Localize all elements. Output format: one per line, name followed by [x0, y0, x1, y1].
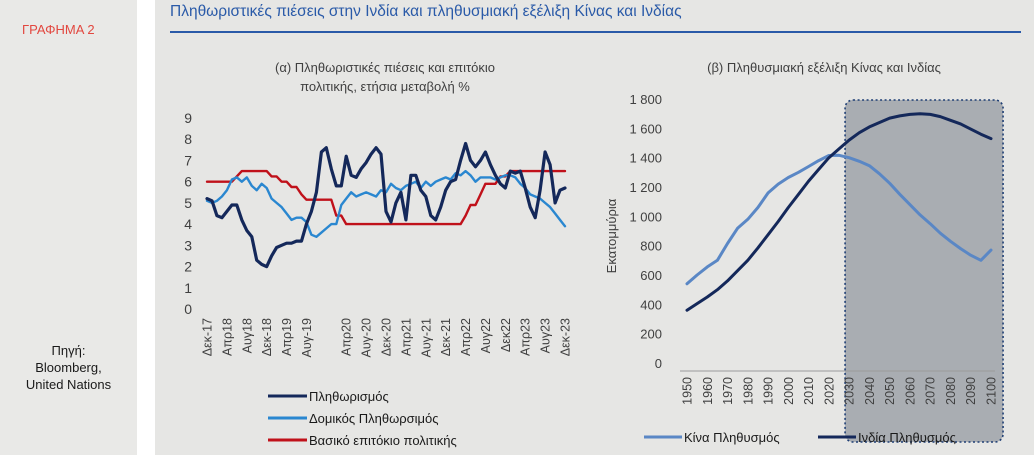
chart-a-x-tick-label: Απρ19 [280, 318, 294, 356]
chart-b-y-axis-label: Εκατομμύρια [604, 198, 619, 273]
chart-a-x-tick-label: Απρ18 [220, 318, 234, 356]
chart-a-title-line-1: (α) Πληθωριστικές πιέσεις και επιτόκιο [275, 60, 495, 75]
chart-b-y-tick-label: 400 [640, 297, 662, 312]
figure-label: ΓΡΑΦΗΜΑ 2 [22, 22, 95, 37]
chart-b-x-tick-label: 2000 [782, 377, 796, 405]
chart-b-y-tick-label: 200 [640, 327, 662, 342]
title-rule [170, 31, 1021, 33]
chart-b-series-line [685, 112, 993, 312]
chart-b-x-tick-label: 2070 [924, 377, 938, 405]
chart-b-x-tick-label: 1980 [741, 377, 755, 405]
chart-a-x-tick-label: Δεκ-18 [260, 318, 274, 356]
chart-b-x-tick-label: 2030 [843, 377, 857, 405]
chart-b-x-tick-label: 1950 [681, 377, 695, 405]
chart-b-y-tick-label: 0 [655, 356, 662, 371]
chart-a-x-tick-label: Δεκ22 [499, 318, 513, 352]
chart-a-x-tick-label: Απρ23 [519, 318, 533, 356]
chart-b-y-tick-label: 600 [640, 268, 662, 283]
source-line-3: United Nations [25, 377, 112, 392]
chart-b-y-tick-label: 1 800 [629, 92, 662, 107]
chart-a-x-tick-label: Απρ21 [399, 318, 413, 356]
chart-b-y-tick-label: 800 [640, 239, 662, 254]
chart-b: (β) Πληθυσμιακή εξέλιξη Κίνας και Ινδίας… [604, 60, 1004, 445]
chart-b-y-tick-label: 1 000 [629, 209, 662, 224]
chart-a-x-tick-label: Αυγ23 [539, 318, 553, 353]
chart-a-y-tick-label: 1 [184, 280, 192, 296]
chart-a-legend-label: Βασικό επιτόκιο πολιτικής [309, 433, 457, 448]
chart-a-y-tick-label: 6 [184, 174, 192, 190]
chart-a-y-tick-label: 3 [184, 237, 192, 253]
chart-b-x-tick-label: 1970 [721, 377, 735, 405]
chart-b-x-axis: 1950 1960 1970 1980 1990 2000 2010 2020 2030 2040… [681, 377, 999, 405]
chart-b-y-tick-label: 1 600 [629, 121, 662, 136]
chart-b-x-tick-label: 2010 [802, 377, 816, 405]
source-line-2: Bloomberg, [35, 360, 102, 375]
chart-a-x-tick-label: Δεκ-21 [439, 318, 453, 356]
chart-a-legend-label: Δομικός Πληθωρσιμός [309, 411, 439, 426]
chart-b-x-tick-label: 2060 [903, 377, 917, 405]
chart-a-y-tick-label: 0 [184, 301, 192, 317]
chart-b-y-tick-label: 1 200 [629, 180, 662, 195]
chart-a-series-line [205, 141, 567, 269]
chart-a-y-tick-label: 5 [184, 195, 192, 211]
chart-a-plot-area [205, 141, 567, 269]
chart-a-y-tick-label: 9 [184, 110, 192, 126]
chart-a-x-tick-label: Αυγ18 [240, 318, 254, 353]
chart-b-x-tick-label: 2080 [944, 377, 958, 405]
chart-a-x-tick-label: Απρ20 [340, 318, 354, 356]
chart-b-title: (β) Πληθυσμιακή εξέλιξη Κίνας και Ινδίας [707, 60, 941, 75]
chart-a-x-axis: Δεκ-17 Απρ18 Αυγ18 Δεκ-18 Απρ19 Αυγ-19 Απρ20 Αυ… [201, 318, 573, 358]
chart-a-legend: Πληθωρισμός Δομικός Πληθωρσιμός Βασικό επι… [268, 389, 457, 448]
chart-a-x-tick-label: Αυγ-19 [300, 318, 314, 358]
chart-b-legend: Κίνα Πληθυσμός Ινδία Πληθυσμός [644, 430, 956, 445]
chart-a-y-tick-label: 8 [184, 131, 192, 147]
chart-b-plot-area [685, 112, 993, 312]
source-note: Πηγή: Bloomberg, United Nations [0, 342, 137, 393]
chart-a-x-tick-label: Αυγ-20 [360, 318, 374, 358]
main-title: Πληθωριστικές πιέσεις στην Ινδία και πλη… [170, 3, 682, 20]
chart-b-y-tick-label: 1 400 [629, 151, 662, 166]
sidebar: ΓΡΑΦΗΜΑ 2 Πηγή: Bloomberg, United Nation… [0, 0, 137, 455]
chart-b-x-tick-label: 2040 [863, 377, 877, 405]
chart-a-x-tick-label: Αυγ22 [479, 318, 493, 353]
chart-b-x-tick-label: 2050 [883, 377, 897, 405]
chart-a-title-line-2: πολιτικής, ετήσια μεταβολή % [300, 79, 470, 94]
chart-a: (α) Πληθωριστικές πιέσεις και επιτόκιο π… [184, 60, 572, 448]
chart-b-legend-label: Κίνα Πληθυσμός [684, 430, 780, 445]
chart-a-x-tick-label: Δεκ-17 [201, 318, 215, 356]
chart-b-y-axis: 0 200 400 600 800 1 000 1 200 1 400 1 600 1 800 [629, 92, 662, 371]
chart-a-x-tick-label: Απρ22 [459, 318, 473, 356]
chart-b-x-tick-label: 2090 [964, 377, 978, 405]
chart-a-series-line [205, 169, 567, 239]
chart-b-x-tick-label: 2020 [822, 377, 836, 405]
gutter [137, 0, 155, 455]
chart-a-x-tick-label: Δεκ-23 [559, 318, 573, 356]
chart-a-y-tick-label: 4 [184, 216, 192, 232]
chart-b-x-tick-label: 1990 [762, 377, 776, 405]
projection-shade [844, 99, 1004, 443]
chart-a-legend-label: Πληθωρισμός [309, 389, 389, 404]
chart-b-x-tick-label: 1960 [701, 377, 715, 405]
chart-a-x-tick-label: Δεκ-20 [380, 318, 394, 356]
chart-b-x-tick-label: 2100 [985, 377, 999, 405]
source-line-1: Πηγή: [51, 343, 86, 358]
chart-a-x-tick-label: Αυγ-21 [419, 318, 433, 358]
chart-a-y-tick-label: 2 [184, 259, 192, 275]
chart-b-series-line [685, 153, 993, 286]
chart-a-y-axis: 0 1 2 3 4 5 6 7 8 9 [184, 110, 192, 317]
chart-b-legend-label: Ινδία Πληθυσμός [858, 430, 956, 445]
chart-a-y-tick-label: 7 [184, 152, 192, 168]
